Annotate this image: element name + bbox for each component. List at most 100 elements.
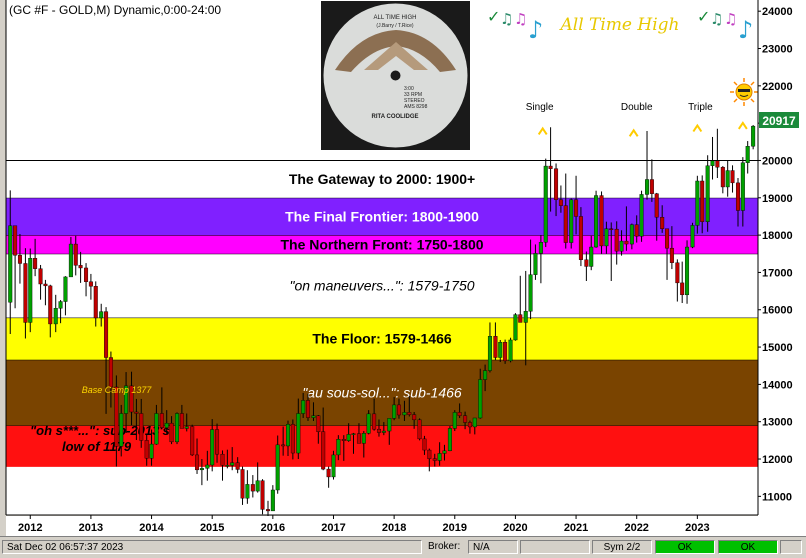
x-tick-label: 2016 <box>261 522 285 534</box>
candle-body <box>589 246 594 267</box>
y-axis-panel <box>758 0 806 536</box>
annotation-label: Single <box>526 102 554 113</box>
candle-body <box>296 413 301 454</box>
checkmark-icon: ✓ <box>487 7 500 26</box>
candle-body <box>619 240 624 252</box>
candle-body <box>336 439 341 456</box>
x-tick-label: 2014 <box>139 522 164 534</box>
x-tick-label: 2019 <box>443 522 467 534</box>
x-tick-label: 2020 <box>503 522 527 534</box>
y-tick-label: 24000 <box>762 6 793 18</box>
candle-body <box>715 160 720 168</box>
candle-body <box>518 314 523 323</box>
candle-body <box>685 246 690 296</box>
record-title: ALL TIME HIGH <box>373 15 416 21</box>
candle-body <box>356 433 361 444</box>
candle-body <box>28 258 33 323</box>
candle-body <box>690 225 695 248</box>
peak-marker <box>537 126 548 136</box>
sun-icon <box>730 78 758 106</box>
candle-body <box>503 342 508 362</box>
candle-body <box>705 165 710 222</box>
x-tick-label: 2021 <box>564 522 588 534</box>
y-tick-label: 19000 <box>762 193 793 205</box>
candle-body <box>78 265 83 269</box>
zone-label: The Final Frontier: 1800-1900 <box>285 208 479 224</box>
candle-body <box>422 438 427 451</box>
music-note-icon: ♪ <box>738 16 753 44</box>
candle-body <box>281 444 286 447</box>
candle-body <box>387 418 392 432</box>
candle-body <box>569 199 574 243</box>
candle-body <box>725 170 730 188</box>
x-tick-label: 2017 <box>321 522 345 534</box>
candle-body <box>108 357 113 388</box>
candle-body <box>164 422 169 428</box>
candle-body <box>346 434 351 441</box>
price-zone <box>6 317 758 360</box>
candle-body <box>190 426 195 456</box>
candle-body <box>68 243 73 278</box>
candle-body <box>114 386 119 447</box>
candle-body <box>427 449 432 459</box>
candle-body <box>48 285 53 325</box>
candle-body <box>366 413 371 434</box>
candle-body <box>634 224 639 237</box>
candle-body <box>695 180 700 226</box>
candle-body <box>735 182 740 211</box>
candle-body <box>230 462 235 466</box>
candle-body <box>316 415 321 432</box>
candle-body <box>361 433 366 444</box>
candle-body <box>88 281 93 287</box>
candle-body <box>144 440 149 459</box>
y-tick-label: 15000 <box>762 342 793 354</box>
candle-body <box>220 453 225 466</box>
y-tick-label: 23000 <box>762 44 793 56</box>
candle-body <box>139 413 144 441</box>
candle-body <box>463 415 468 423</box>
music-note-icon: ♫ <box>710 10 723 28</box>
zone-label: The Northern Front: 1750-1800 <box>280 236 483 252</box>
candle-body <box>381 430 386 433</box>
candle-body <box>609 228 614 230</box>
candle-body <box>175 413 180 443</box>
candle-body <box>321 431 326 470</box>
candle-body <box>533 253 538 275</box>
candle-body <box>73 243 78 266</box>
peak-marker <box>628 128 639 137</box>
sym-indicator[interactable]: Sym 2/2 <box>592 540 652 554</box>
music-decoration-left: ✓ ♫ ♫ ♪ <box>487 7 543 44</box>
candle-body <box>710 160 715 166</box>
candle-body <box>351 433 356 435</box>
candle-body <box>508 339 513 362</box>
peak-marker <box>738 121 748 130</box>
candle-body <box>629 224 634 245</box>
candle-body <box>437 453 442 461</box>
candle-body <box>472 417 477 428</box>
candle-body <box>740 162 745 211</box>
record-artist: RITA COOLIDGE <box>372 114 419 120</box>
y-tick-label: 14000 <box>762 379 793 391</box>
candle-body <box>402 412 407 416</box>
candle-body <box>660 216 665 229</box>
candle-body <box>326 468 331 478</box>
candle-body <box>184 426 189 429</box>
annotation-label: Base Camp 1377 <box>82 385 153 395</box>
candle-body <box>17 255 22 264</box>
record-label-image: ALL TIME HIGH (J.Barry / T.Rice) 3:00 33… <box>321 1 470 150</box>
candle-body <box>614 228 619 252</box>
zone-label: "oh s***...": sub-2013's <box>30 423 170 438</box>
status-end <box>780 540 802 554</box>
candle-body <box>331 454 336 478</box>
candle-body <box>286 424 291 447</box>
candle-body <box>548 165 553 169</box>
candle-body <box>392 404 397 419</box>
status-datetime: Sat Dec 02 06:57:37 2023 <box>2 540 422 554</box>
candle-body <box>149 443 154 459</box>
candle-body <box>240 469 245 499</box>
candle-body <box>538 241 543 254</box>
candle-body <box>478 379 483 419</box>
ok-indicator-2: OK <box>718 540 778 554</box>
checkmark-icon: ✓ <box>697 7 710 26</box>
